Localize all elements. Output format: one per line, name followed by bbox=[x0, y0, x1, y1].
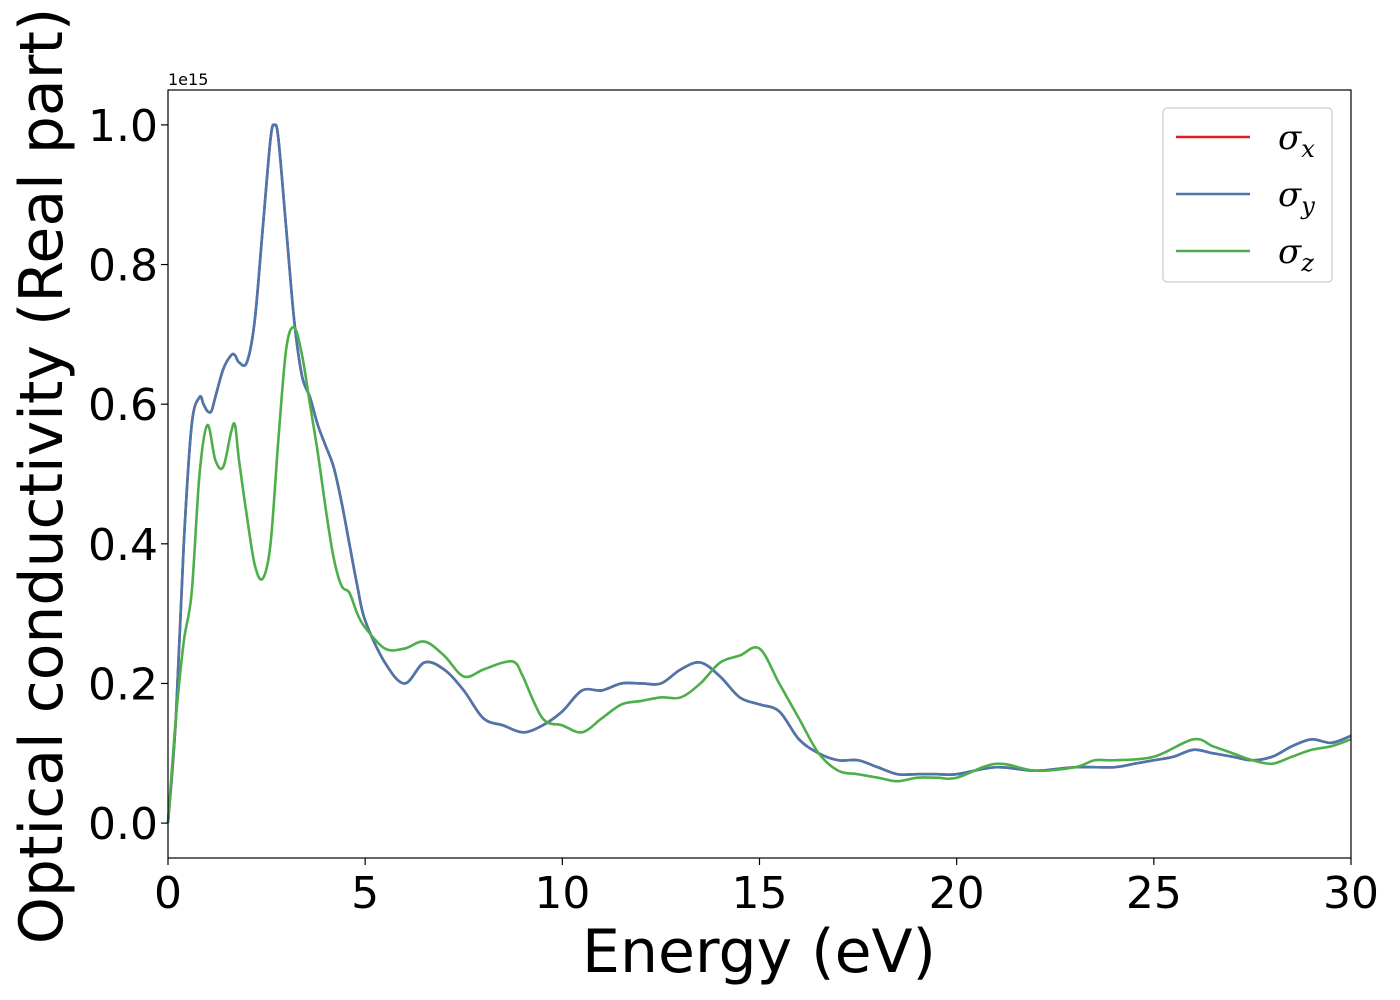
x-axis: 0 5 10 15 20 25 30 bbox=[154, 858, 1379, 919]
x-tick-label: 5 bbox=[351, 868, 379, 919]
x-tick-label: 30 bbox=[1323, 868, 1379, 919]
legend-subscript: z bbox=[1300, 249, 1314, 277]
x-axis-label: Energy (eV) bbox=[582, 917, 936, 987]
y-tick-label: 0.8 bbox=[88, 241, 158, 292]
x-tick-label: 25 bbox=[1126, 868, 1182, 919]
y-axis-label: Optical conductivity (Real part) bbox=[7, 8, 77, 945]
y-tick-label: 0.2 bbox=[88, 659, 158, 710]
y-axis: 0.0 0.2 0.4 0.6 0.8 1.0 bbox=[88, 101, 168, 850]
legend-label-z: σz bbox=[1278, 232, 1314, 277]
legend-symbol: σ bbox=[1278, 232, 1302, 272]
legend-subscript: x bbox=[1301, 135, 1315, 163]
y-tick-label: 0.6 bbox=[88, 380, 158, 431]
y-tick-label: 0.0 bbox=[88, 799, 158, 850]
y-tick-label: 1.0 bbox=[88, 101, 158, 152]
x-tick-label: 20 bbox=[929, 868, 985, 919]
x-tick-label: 15 bbox=[732, 868, 788, 919]
series-line-z bbox=[166, 325, 1352, 824]
legend-symbol: σ bbox=[1278, 175, 1302, 215]
x-tick-label: 0 bbox=[154, 868, 182, 919]
legend-label-y: σy bbox=[1278, 175, 1315, 220]
y-tick-label: 0.4 bbox=[88, 520, 158, 571]
y-offset-label: 1e15 bbox=[168, 70, 208, 89]
legend-symbol: σ bbox=[1278, 118, 1302, 158]
series-layer bbox=[166, 123, 1352, 824]
legend-subscript: y bbox=[1300, 192, 1315, 220]
legend-label-x: σx bbox=[1278, 118, 1315, 163]
x-tick-label: 10 bbox=[534, 868, 590, 919]
